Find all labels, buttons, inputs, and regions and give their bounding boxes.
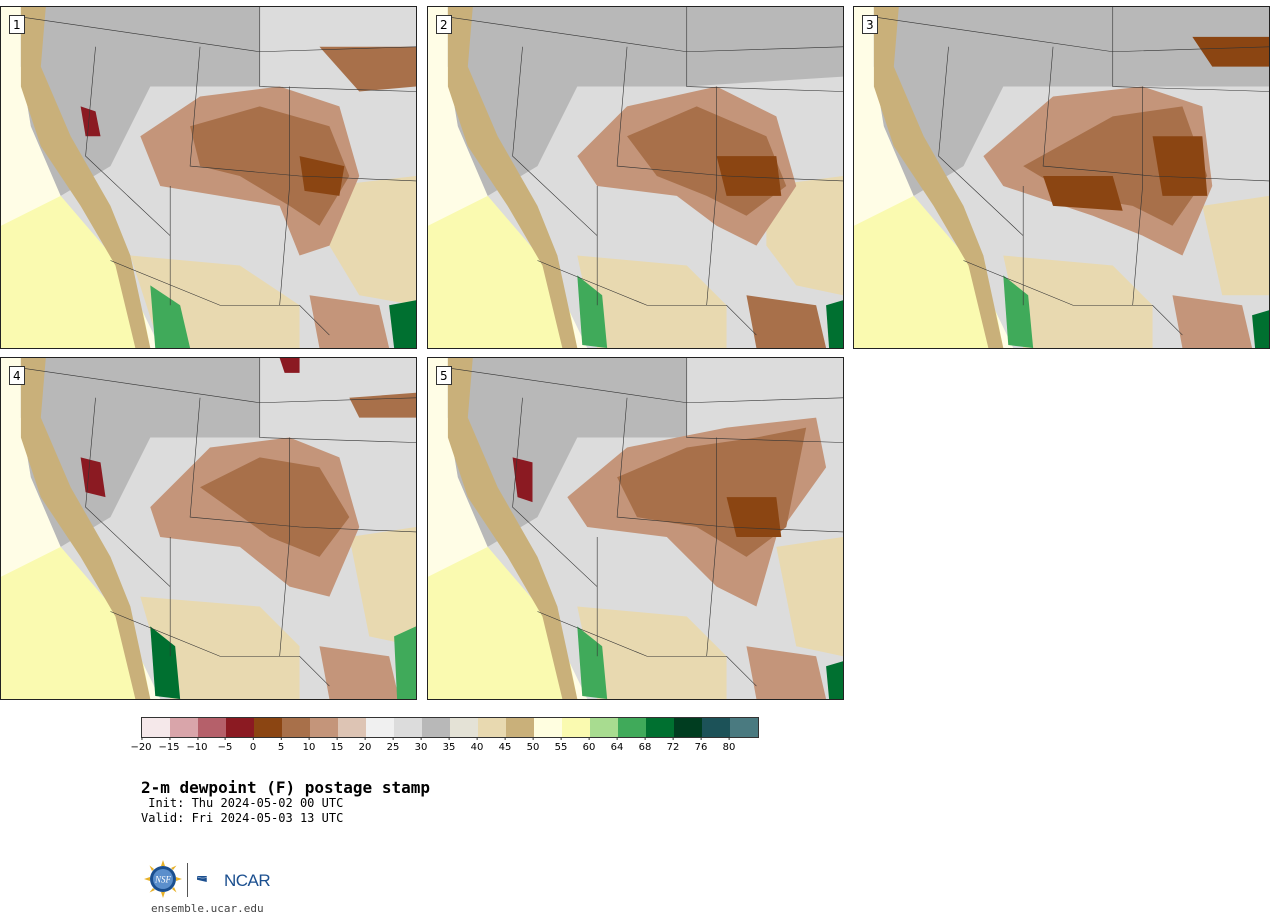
stamp-panel-1: 1 [0,6,417,349]
colorbar-tick-label: 55 [555,737,567,753]
colorbar-swatch [142,718,170,737]
colorbar-swatch [590,718,618,737]
colorbar-tick-label: 72 [667,737,679,753]
colorbar-tick-label: 45 [499,737,511,753]
dewpoint-map-3 [854,7,1269,348]
colorbar-swatch [422,718,450,737]
colorbar-tick-label: 15 [331,737,343,753]
valid-time: Valid: Fri 2024-05-03 13 UTC [141,811,344,825]
stamp-panel-3: 3 [853,6,1270,349]
colorbar-swatch [366,718,394,737]
colorbar-tick-label: −15 [158,737,180,753]
colorbar-ticks: −20 −15 −10 −5 0 5 10 15 20 25 30 35 40 45 50 55 60 64 68 7… [130,737,757,759]
colorbar-tick-label: 10 [303,737,315,753]
dewpoint-map-5 [428,358,843,699]
colorbar-swatch [394,718,422,737]
init-time: Init: Thu 2024-05-02 00 UTC [141,796,344,810]
colorbar-swatch [562,718,590,737]
colorbar-swatch [170,718,198,737]
colorbar-tick-label: −10 [186,737,208,753]
colorbar-tick-label: 40 [471,737,483,753]
ncar-logo-text: NCAR [224,871,271,890]
dewpoint-map-4 [1,358,416,699]
colorbar-swatch [646,718,674,737]
colorbar-tick-label: 60 [583,737,595,753]
colorbar-tick-label: −5 [218,737,232,753]
colorbar-tick-label: 5 [278,737,284,753]
figure-title: 2-m dewpoint (F) postage stamp [141,778,430,797]
colorbar-tick-label: 50 [527,737,539,753]
colorbar-swatch [254,718,282,737]
colorbar-tick-label: 68 [639,737,651,753]
colorbar-swatch [198,718,226,737]
logo-divider [187,863,188,897]
nsf-logo-icon: NSF [144,860,182,898]
stamp-panel-2: 2 [427,6,844,349]
colorbar-swatch [338,718,366,737]
colorbar-swatch [450,718,478,737]
colorbar [141,717,759,738]
stamp-number-label: 1 [9,15,25,34]
colorbar-swatch [226,718,254,737]
dewpoint-map-1 [1,7,416,348]
colorbar-swatch [506,718,534,737]
colorbar-swatch [702,718,730,737]
colorbar-swatch [310,718,338,737]
ncar-logo-icon [197,876,207,882]
colorbar-tick-label: 76 [695,737,707,753]
stamp-panel-4: 4 [0,357,417,700]
colorbar-tick-label: 80 [723,737,735,753]
stamp-number-label: 2 [436,15,452,34]
logos: NSF NCAR [144,860,284,900]
colorbar-tick-label: 0 [250,737,256,753]
stamp-panel-5: 5 [427,357,844,700]
colorbar-tick-label: 20 [359,737,371,753]
colorbar-tick-label: 35 [443,737,455,753]
stamp-number-label: 5 [436,366,452,385]
colorbar-swatch [618,718,646,737]
colorbar-swatch [730,718,758,737]
colorbar-swatch [478,718,506,737]
stamp-number-label: 3 [862,15,878,34]
colorbar-swatch [282,718,310,737]
colorbar-tick-label: −20 [130,737,152,753]
nsf-logo-text: NSF [154,875,172,885]
colorbar-swatch [534,718,562,737]
colorbar-tick-label: 25 [387,737,399,753]
colorbar-tick-label: 30 [415,737,427,753]
colorbar-swatch [674,718,702,737]
stamp-number-label: 4 [9,366,25,385]
dewpoint-map-2 [428,7,843,348]
colorbar-tick-label: 64 [611,737,623,753]
site-url: ensemble.ucar.edu [151,902,264,915]
